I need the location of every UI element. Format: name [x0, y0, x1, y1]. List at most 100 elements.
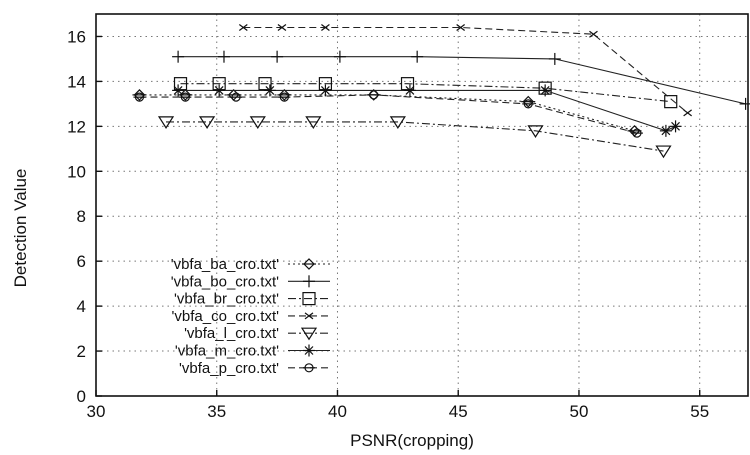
y-tick-label: 4 — [77, 297, 86, 316]
point-marker — [178, 89, 193, 101]
point-marker — [321, 24, 330, 31]
legend-label: 'vbfa_p_cro.txt' — [179, 360, 279, 377]
point-marker — [302, 258, 316, 270]
point-marker — [277, 89, 292, 101]
series-layer — [132, 24, 750, 159]
point-marker — [548, 52, 561, 65]
point-marker — [367, 90, 380, 100]
legend-label: 'vbfa_co_cro.txt' — [172, 308, 280, 325]
series-4 — [238, 24, 692, 117]
legend-entry: 'vbfa_l_cro.txt' — [184, 325, 330, 342]
point-marker — [333, 50, 346, 63]
point-marker — [230, 92, 243, 102]
point-marker — [226, 89, 241, 101]
point-marker — [664, 95, 678, 109]
point-marker — [589, 30, 598, 38]
series-3 — [173, 77, 678, 109]
point-marker — [179, 92, 192, 102]
legend-label: 'vbfa_m_cro.txt' — [175, 343, 279, 360]
point-marker — [303, 275, 315, 288]
point-marker — [133, 92, 146, 102]
y-tick-label: 2 — [77, 342, 86, 361]
point-marker — [319, 84, 332, 97]
legend-entry: 'vbfa_bo_cro.txt' — [171, 273, 330, 290]
y-tick-label: 0 — [77, 387, 86, 406]
y-tick-label: 8 — [77, 207, 86, 226]
point-marker — [172, 84, 185, 97]
point-marker — [172, 50, 185, 63]
point-marker — [411, 50, 424, 63]
legend-entry: 'vbfa_co_cro.txt' — [172, 308, 330, 325]
x-tick-label: 35 — [207, 402, 226, 421]
series-7 — [133, 90, 643, 138]
y-tick-label: 6 — [77, 252, 86, 271]
point-marker — [258, 77, 272, 91]
point-marker — [132, 89, 147, 101]
legend-label: 'vbfa_br_cro.txt' — [174, 291, 279, 308]
point-marker — [198, 116, 216, 129]
x-tick-label: 55 — [690, 402, 709, 421]
y-axis-label: Detection Value — [11, 169, 30, 288]
x-axis-label: PSNR(cropping) — [350, 431, 474, 450]
point-marker — [539, 84, 552, 97]
grid — [96, 14, 748, 396]
point-marker — [659, 124, 672, 137]
point-marker — [278, 92, 291, 102]
point-marker — [238, 24, 248, 31]
plot-frame — [95, 13, 749, 397]
point-marker — [683, 109, 692, 117]
point-marker — [271, 50, 284, 63]
legend-label: 'vbfa_l_cro.txt' — [184, 325, 279, 342]
point-marker — [300, 327, 318, 341]
point-marker — [277, 24, 287, 31]
point-marker — [630, 128, 643, 138]
x-tick-label: 40 — [328, 402, 347, 421]
point-marker — [521, 95, 536, 108]
point-marker — [627, 124, 642, 137]
series-line — [180, 83, 671, 103]
x-tick-label: 50 — [570, 402, 589, 421]
point-marker — [302, 292, 316, 306]
point-marker — [173, 77, 188, 91]
point-marker — [389, 116, 406, 129]
point-marker — [303, 363, 315, 373]
point-marker — [305, 116, 322, 129]
legend: 'vbfa_ba_cro.txt''vbfa_bo_cro.txt''vbfa_… — [171, 256, 330, 377]
legend-entry: 'vbfa_ba_cro.txt' — [171, 256, 330, 273]
x-tick-label: 45 — [449, 402, 468, 421]
point-marker — [522, 99, 535, 109]
point-marker — [456, 24, 465, 31]
series-line — [166, 121, 664, 152]
legend-entry: 'vbfa_br_cro.txt' — [174, 291, 330, 308]
y-tick-label: 14 — [67, 72, 86, 91]
axis-ticks: 30 35 40 45 50 55 0 2 4 6 8 10 12 14 16 — [67, 27, 709, 421]
legend-label: 'vbfa_bo_cro.txt' — [171, 273, 279, 290]
legend-entry: 'vbfa_m_cro.txt' — [175, 343, 330, 360]
legend-entry: 'vbfa_p_cro.txt' — [179, 360, 330, 377]
point-marker — [213, 84, 226, 97]
series-line — [139, 94, 638, 134]
point-marker — [403, 84, 416, 97]
point-marker — [304, 312, 314, 320]
x-tick-label: 30 — [87, 402, 106, 421]
series-6 — [172, 84, 682, 137]
y-tick-label: 12 — [67, 117, 86, 136]
point-marker — [527, 125, 544, 138]
point-marker — [400, 77, 415, 91]
point-marker — [217, 50, 230, 63]
y-tick-label: 16 — [67, 27, 86, 46]
legend-label: 'vbfa_ba_cro.txt' — [171, 256, 279, 273]
point-marker — [249, 116, 266, 129]
series-line — [178, 89, 676, 132]
y-tick-label: 10 — [67, 162, 86, 181]
point-marker — [655, 145, 672, 159]
series-line — [243, 26, 688, 114]
point-marker — [263, 84, 276, 97]
series-2 — [172, 50, 750, 110]
point-marker — [303, 344, 315, 357]
point-marker — [669, 120, 682, 133]
series-5 — [157, 116, 672, 159]
point-marker — [157, 116, 175, 129]
